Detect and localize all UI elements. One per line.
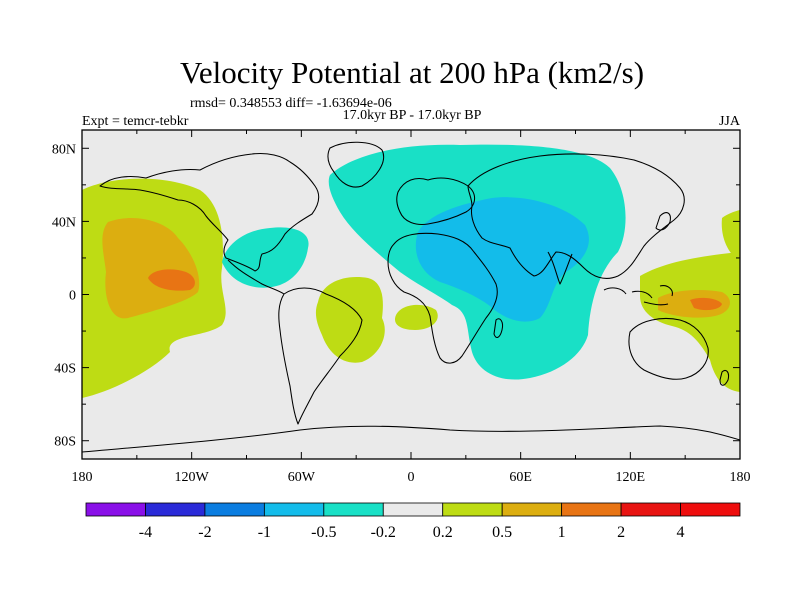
contour-positive-wpacific-east [721,210,740,262]
colorbar-swatch [145,502,206,517]
period-label: 17.0kyr BP - 17.0kyr BP [343,108,482,123]
contour-positive-npacific-core [148,269,195,291]
contour-positive-wpacific-max [690,297,722,311]
colorbar-label: 4 [677,524,685,541]
coastline-south-america [278,287,363,425]
colorbar-swatch [561,502,622,517]
coastline-antarctica [82,425,740,453]
y-tick-label: 80N [52,142,76,157]
stats-label: rmsd= 0.348553 diff= -1.63694e-06 [190,96,392,111]
colorbar-label: 0.2 [433,524,453,541]
colorbar-swatch [204,502,265,517]
x-tick-label: 180 [72,470,93,485]
x-axis: 180 120W 60W 0 60E 120E 180 [72,130,751,485]
coastline-greenland [327,141,384,188]
x-tick-label: 120W [175,470,210,485]
contour-positive-atlantic [315,277,385,363]
colorbar-swatch [382,502,444,517]
coastline-asia [467,153,685,279]
colorbar-label: -2 [198,524,211,541]
colorbar-swatch [263,502,325,517]
contour-negative-eurasia-inner [415,197,589,322]
coastline-new-zealand [719,369,730,386]
coastline-japan [655,212,671,231]
x-tick-label: 60W [288,470,316,485]
colorbar-swatch [323,502,384,517]
season-label: JJA [719,114,741,129]
y-tick-label: 40S [54,362,76,377]
colorbar-label: 0.5 [492,524,512,541]
colorbar-swatch [620,502,681,517]
colorbar-label: -0.2 [371,524,396,541]
colorbar-label: 1 [558,524,566,541]
coastline-madagascar [493,318,504,338]
colorbar-label: -4 [139,524,152,541]
x-tick-label: 120E [616,470,646,485]
coastlines [82,141,740,453]
coastline-africa [387,232,498,364]
colorbar-swatch [85,502,146,517]
colorbar-swatch [501,502,563,517]
experiment-label: Expt = temcr-tebkr [82,114,189,129]
y-axis: 80N 40N 0 40S 80S [52,142,740,450]
contour-positive-npacific-mid [102,217,200,319]
colorbar-label: -1 [258,524,271,541]
y-tick-label: 80S [54,435,76,450]
coastline-europe [396,177,476,225]
contour-positive-wpacific-outer [640,252,740,392]
x-tick-label: 180 [730,470,751,485]
colorbar-label: -0.5 [311,524,336,541]
y-tick-label: 0 [69,289,76,304]
colorbar-swatch [680,502,741,517]
coastline-maritime-continent [603,285,673,306]
colorbar: -4 -2 -1 -0.5 -0.2 0.2 0.5 1 2 4 [85,502,741,541]
coastline-india [547,251,573,285]
contour-positive-eqatlantic [394,304,438,330]
coastline-north-america [99,152,320,272]
colorbar-label: 2 [617,524,625,541]
x-tick-label: 60E [509,470,532,485]
y-tick-label: 40N [52,215,76,230]
x-tick-label: 0 [408,470,415,485]
colorbar-swatch [442,502,503,517]
coastline-australia [628,317,709,380]
figure-title: Velocity Potential at 200 hPa (km2/s) [180,55,644,90]
map-panel [82,130,740,459]
coastline-central-america [227,259,285,295]
